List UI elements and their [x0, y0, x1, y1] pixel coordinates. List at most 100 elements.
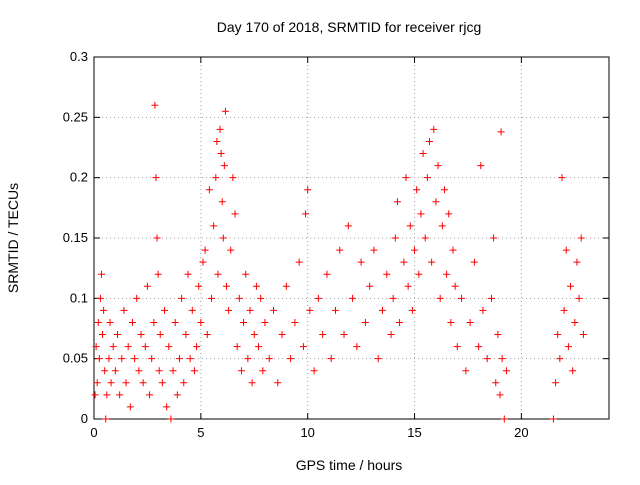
data-point: [161, 306, 169, 314]
grid-lines: [94, 57, 609, 419]
data-point: [237, 367, 245, 375]
data-point: [314, 294, 322, 302]
data-point: [93, 379, 101, 387]
data-point: [171, 318, 179, 326]
data-point: [402, 174, 410, 182]
data-point: [118, 355, 126, 363]
data-point: [306, 306, 314, 314]
data-point: [216, 125, 224, 133]
data-point: [497, 128, 505, 136]
data-point: [106, 318, 114, 326]
data-point: [96, 294, 104, 302]
data-point: [374, 355, 382, 363]
data-point: [219, 234, 227, 242]
data-point: [105, 355, 113, 363]
data-point: [242, 270, 250, 278]
y-tick-label: 0.2: [70, 170, 88, 185]
data-point: [188, 306, 196, 314]
data-point: [393, 198, 401, 206]
x-axis: 0 5 10 15 20: [90, 57, 529, 440]
data-point: [453, 343, 461, 351]
data-point: [221, 107, 229, 115]
data-point: [265, 355, 273, 363]
data-point: [577, 234, 585, 242]
data-point: [109, 343, 117, 351]
data-point: [233, 343, 241, 351]
plot-frame: [93, 56, 610, 420]
data-point: [137, 331, 145, 339]
data-point: [158, 379, 166, 387]
data-point: [361, 318, 369, 326]
data-point: [139, 379, 147, 387]
data-point: [270, 306, 278, 314]
data-point: [396, 318, 404, 326]
data-point: [415, 270, 423, 278]
data-point: [573, 258, 581, 266]
x-tick-label: 20: [514, 425, 528, 440]
data-point: [257, 294, 265, 302]
data-point: [552, 379, 560, 387]
data-point: [182, 331, 190, 339]
x-axis-label: GPS time / hours: [296, 457, 403, 473]
data-point: [156, 331, 164, 339]
data-point: [494, 331, 502, 339]
data-point: [575, 294, 583, 302]
data-point: [184, 270, 192, 278]
data-point: [443, 270, 451, 278]
data-point: [151, 101, 159, 109]
data-point: [340, 331, 348, 339]
data-point: [438, 222, 446, 230]
data-point: [217, 150, 225, 158]
x-tick-label: 15: [407, 425, 421, 440]
data-point: [214, 270, 222, 278]
data-point: [146, 391, 154, 399]
data-point: [169, 367, 177, 375]
data-point: [569, 367, 577, 375]
data-point: [227, 246, 235, 254]
data-point: [404, 282, 412, 290]
data-point: [175, 355, 183, 363]
data-point: [190, 367, 198, 375]
data-point: [302, 210, 310, 218]
data-point: [212, 174, 220, 182]
data-point: [255, 343, 263, 351]
data-point: [432, 198, 440, 206]
data-point: [299, 343, 307, 351]
data-point: [466, 318, 474, 326]
data-point: [282, 282, 290, 290]
data-point: [103, 391, 111, 399]
data-point: [323, 270, 331, 278]
data-point: [248, 379, 256, 387]
data-point: [430, 125, 438, 133]
data-point: [274, 379, 282, 387]
data-point: [344, 222, 352, 230]
data-point: [218, 198, 226, 206]
data-point: [210, 222, 218, 230]
data-point: [208, 294, 216, 302]
data-point: [116, 391, 124, 399]
data-point: [252, 282, 260, 290]
data-point: [295, 258, 303, 266]
data-point: [155, 367, 163, 375]
data-point: [357, 258, 365, 266]
data-point: [391, 234, 399, 242]
data-point: [291, 318, 299, 326]
data-point: [567, 282, 575, 290]
y-axis: 0 0.05 0.1 0.15 0.2 0.25 0.3: [63, 49, 609, 426]
x-tick-label: 0: [90, 425, 97, 440]
data-point: [554, 331, 562, 339]
data-point: [451, 282, 459, 290]
data-point: [349, 294, 357, 302]
y-tick-label: 0.3: [70, 49, 88, 64]
data-point: [383, 270, 391, 278]
data-point: [387, 331, 395, 339]
data-point: [141, 343, 149, 351]
data-point: [490, 234, 498, 242]
data-point: [411, 246, 419, 254]
data-point: [122, 379, 130, 387]
data-point: [462, 367, 470, 375]
data-point: [220, 162, 228, 170]
data-point: [487, 294, 495, 302]
data-point: [327, 355, 335, 363]
